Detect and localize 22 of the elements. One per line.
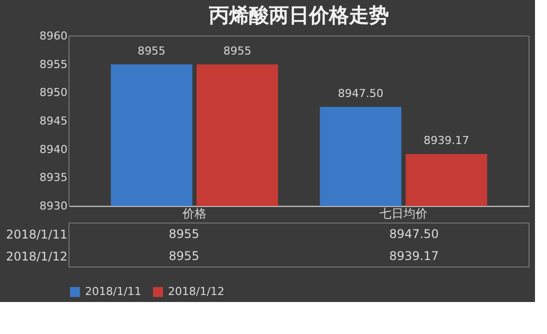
y-tick-label: 8950 [40,86,68,100]
text: 8939.17 [424,134,470,148]
y-tick-label: 8930 [40,200,68,212]
y-tick-label: 8955 [40,58,68,71]
text: 2018/1/12 [6,250,68,264]
x-tick-label: 价格 [181,206,206,220]
data-label: 8955 [168,227,200,241]
chart-title: 丙烯酸两日价格走势 [208,3,389,27]
data-label: 8939.17 [389,249,439,263]
text: 8947.50 [338,86,384,100]
y-tick-label: 8945 [40,114,68,128]
text: 8955 [223,44,252,58]
text: 8955 [138,44,166,58]
y-tick-label: 8935 [40,171,68,184]
text: 2018/1/11 [6,228,68,242]
data-label: 8955 [168,249,200,263]
legend-label: 2018/1/11 [85,285,142,298]
y-tick-label: 8960 [40,30,68,42]
x-tick-label: 七日均价 [380,206,428,220]
y-tick-label: 8940 [40,142,68,156]
data-label: 8947.50 [389,227,439,241]
legend-label: 2018/1/12 [168,285,224,298]
